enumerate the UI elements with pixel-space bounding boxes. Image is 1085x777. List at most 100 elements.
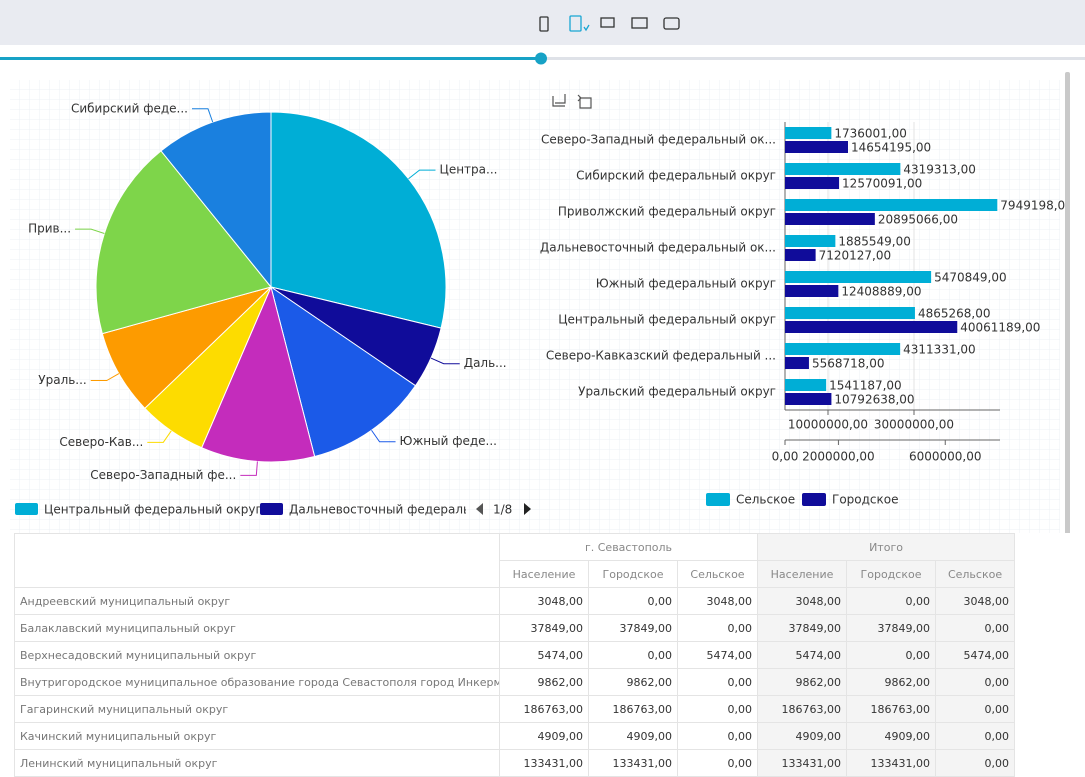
row-label: Внутригородское муниципальное образовани… [15, 669, 500, 696]
cell: 9862,00 [847, 669, 936, 696]
y-tick-label: Уральский федеральный округ [578, 385, 776, 399]
bar [785, 163, 900, 175]
cell: 0,00 [847, 642, 936, 669]
column-header: Население [758, 561, 847, 588]
cell: 9862,00 [589, 669, 678, 696]
cell: 5474,00 [678, 642, 758, 669]
column-header: Население [500, 561, 589, 588]
row-label: Балаклавский муниципальный округ [15, 615, 500, 642]
value-label: 4311331,00 [903, 343, 976, 357]
column-header: Городское [847, 561, 936, 588]
group-header: Итого [758, 534, 1015, 561]
legend-page: 1/8 [493, 503, 512, 517]
table-row: Гагаринский муниципальный округ186763,00… [15, 696, 1015, 723]
dashboard: Центра... Даль... Южный феде... Северо-Запа… [0, 0, 1085, 533]
legend-swatch [802, 493, 826, 506]
value-label: 20895066,00 [878, 213, 958, 227]
slice-label: Даль... [464, 356, 507, 370]
cell: 4909,00 [589, 723, 678, 750]
x2-tick-label: 0,00 [772, 450, 799, 464]
table-row: Андреевский муниципальный округ3048,000,… [15, 588, 1015, 615]
value-label: 1885549,00 [838, 235, 911, 249]
value-label: 7949198,0 [1000, 199, 1065, 213]
y-tick-label: Южный федеральный округ [596, 277, 776, 291]
cell: 5474,00 [500, 642, 589, 669]
bar [785, 141, 848, 153]
bar [785, 235, 835, 247]
group-header: г. Севастополь [500, 534, 758, 561]
y-tick-label: Приволжский федеральный округ [558, 205, 776, 219]
legend-swatch [15, 503, 38, 515]
y-tick-label: Северо-Западный федеральный ок... [541, 133, 776, 147]
legend-swatch [260, 503, 283, 515]
bar [785, 393, 831, 405]
value-label: 5568718,00 [812, 357, 885, 371]
cell: 0,00 [678, 669, 758, 696]
cell: 133431,00 [847, 750, 936, 777]
value-label: 14654195,00 [851, 141, 931, 155]
cell: 186763,00 [758, 696, 847, 723]
cell: 3048,00 [936, 588, 1015, 615]
slice-label: Прив... [28, 222, 71, 236]
value-label: 10792638,00 [834, 393, 914, 407]
cell: 133431,00 [758, 750, 847, 777]
bar [785, 177, 839, 189]
column-header: Сельское [936, 561, 1015, 588]
bar [785, 249, 816, 261]
y-tick-label: Северо-Кавказский федеральный ... [546, 349, 776, 363]
slice-label: Северо-Кав... [59, 435, 143, 449]
data-table: г. СевастопольИтогоНаселениеГородскоеСел… [14, 533, 1015, 777]
cell: 0,00 [678, 615, 758, 642]
bar [785, 321, 957, 333]
bar [785, 343, 900, 355]
value-label: 7120127,00 [819, 249, 892, 263]
bar [785, 199, 997, 211]
pie-legend: Центральный федеральный округДальневосто… [15, 503, 535, 517]
cell: 0,00 [589, 588, 678, 615]
bar [785, 271, 931, 283]
cell: 37849,00 [758, 615, 847, 642]
legend-label: Центральный федеральный округ [44, 503, 262, 517]
bar [785, 357, 809, 369]
slice-label: Южный феде... [400, 434, 497, 448]
bar [785, 127, 831, 139]
slider-handle[interactable] [535, 53, 547, 65]
slice-label: Центра... [440, 163, 498, 177]
slice-label: Ураль... [38, 373, 86, 387]
cell: 186763,00 [589, 696, 678, 723]
value-label: 5470849,00 [934, 271, 1007, 285]
cell: 37849,00 [589, 615, 678, 642]
row-label: Качинский муниципальный округ [15, 723, 500, 750]
cell: 186763,00 [500, 696, 589, 723]
cell: 9862,00 [758, 669, 847, 696]
legend-label: Городское [832, 493, 899, 507]
scrollbar[interactable] [1065, 72, 1070, 533]
bar [785, 285, 838, 297]
bar [785, 379, 826, 391]
cell: 0,00 [847, 588, 936, 615]
corner-cell [15, 534, 500, 588]
cell: 133431,00 [500, 750, 589, 777]
legend-label: Сельское [736, 493, 795, 507]
cell: 0,00 [678, 750, 758, 777]
cell: 4909,00 [847, 723, 936, 750]
value-label: 12570091,00 [842, 177, 922, 191]
table-row: Балаклавский муниципальный округ 37849,00… [15, 615, 1015, 642]
row-label: Андреевский муниципальный округ [15, 588, 500, 615]
legend-swatch [706, 493, 730, 506]
cell: 5474,00 [758, 642, 847, 669]
x-tick-label: 30000000,00 [874, 418, 954, 432]
cell: 0,00 [936, 696, 1015, 723]
cell: 3048,00 [758, 588, 847, 615]
row-label: Ленинский муниципальный округ [15, 750, 500, 777]
cell: 0,00 [936, 723, 1015, 750]
value-label: 12408889,00 [841, 285, 921, 299]
row-label: Гагаринский муниципальный округ [15, 696, 500, 723]
x-tick-label: 10000000,00 [788, 418, 868, 432]
table-row: Качинский муниципальный округ 4909,00 4909… [15, 723, 1015, 750]
slice-label: Сибирский феде... [71, 101, 188, 115]
cell: 0,00 [678, 723, 758, 750]
header-row: г. СевастопольИтого [15, 534, 1015, 561]
y-tick-label: Сибирский федеральный округ [576, 169, 776, 183]
